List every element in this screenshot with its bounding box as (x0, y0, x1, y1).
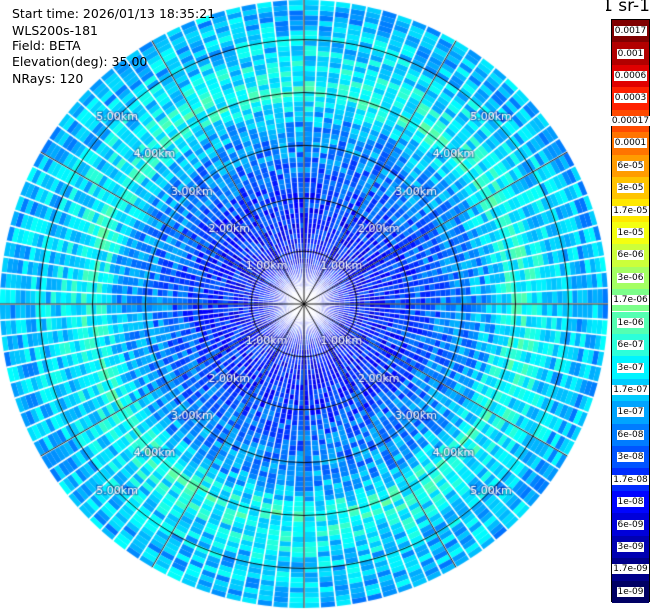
colorbar-tick-label: 0.0006 (613, 71, 648, 82)
colorbar-tick-label: 6e-09 (616, 519, 645, 530)
colorbar-cell: 1.7e-05 (612, 199, 649, 222)
colorbar-tick-label: 0.00017 (610, 115, 650, 126)
colorbar-cell: 1e-07 (612, 401, 649, 424)
colorbar-cell: 6e-09 (612, 513, 649, 536)
ppi-plot (0, 0, 610, 610)
colorbar-cell: 0.0006 (612, 64, 649, 88)
colorbar-cell: 6e-07 (612, 333, 649, 357)
colorbar-cell: 1e-09 (612, 580, 649, 603)
colorbar-tick-label: 1e-05 (616, 228, 645, 238)
colorbar-tick-label: 3e-05 (616, 183, 645, 194)
nrays-label: NRays: 120 (12, 71, 84, 86)
colorbar-cell: 6e-08 (612, 423, 649, 447)
colorbar-tick-label: 6e-06 (616, 250, 645, 261)
colorbar-cell: 1.7e-09 (612, 558, 649, 581)
colorbar-tick-label: 1e-09 (616, 586, 645, 597)
colorbar-tick-label: 6e-08 (616, 429, 645, 440)
colorbar-tick-label: 1.7e-05 (612, 205, 649, 216)
colorbar-cell: 0.0001 (612, 132, 649, 155)
colorbar-tick-label: 0.001 (616, 48, 645, 59)
colorbar-tick-label: 1.7e-09 (612, 564, 649, 575)
colorbar-cell: 3e-08 (612, 446, 649, 469)
colorbar-cell: 0.001 (612, 42, 649, 65)
field-label: Field: BETA (12, 38, 81, 53)
colorbar-cell: 1e-06 (612, 311, 649, 334)
colorbar-cell: 1.7e-08 (612, 468, 649, 491)
colorbar-cell: 0.00017 (610, 109, 650, 133)
colorbar: 0.0017 0.001 0.0006 0.0003 0.00017 0.0001 6e-0… (610, 19, 650, 603)
colorbar-tick-label: 0.0003 (613, 93, 648, 104)
colorbar-cell: 6e-05 (612, 154, 649, 177)
colorbar-cell: 1e-08 (612, 490, 649, 514)
colorbar-tick-label: 3e-08 (616, 452, 645, 463)
colorbar-cell: 1.7e-07 (612, 378, 649, 402)
colorbar-tick-label: 1.7e-07 (612, 384, 649, 395)
colorbar-cell: 1.7e-06 (612, 289, 649, 312)
colorbar-tick-label: 0.0017 (613, 26, 648, 37)
colorbar-tick-label: 1e-06 (616, 317, 645, 328)
colorbar-cell: 6e-06 (612, 244, 649, 267)
colorbar-tick-label: 1e-07 (616, 407, 645, 418)
colorbar-cell: 0.0017 (612, 20, 649, 43)
colorbar-cell: 3e-07 (612, 356, 649, 379)
colorbar-tick-label: 6e-07 (616, 340, 645, 351)
colorbar-cell: 3e-05 (612, 176, 649, 200)
colorbar-tick-label: 1.7e-08 (612, 474, 649, 485)
instrument-label: WLS200s-181 (12, 23, 98, 38)
colorbar-cell: 3e-09 (612, 535, 649, 559)
colorbar-tick-label: 3e-09 (616, 541, 645, 552)
colorbar-tick-label: 3e-07 (616, 362, 645, 373)
elevation-label: Elevation(deg): 35.00 (12, 54, 148, 69)
colorbar-cell: 1e-05 (612, 221, 649, 245)
colorbar-tick-label: 0.0001 (613, 138, 648, 149)
colorbar-cell: 0.0003 (612, 87, 649, 110)
colorbar-cell: 3e-06 (612, 266, 649, 290)
start-time-label: Start time: 2026/01/13 18:35:21 (12, 6, 216, 21)
colorbar-tick-label: 6e-05 (616, 160, 645, 171)
colorbar-tick-label: 1e-08 (616, 497, 645, 508)
colorbar-title: m-1 sr-1 (606, 0, 650, 16)
colorbar-tick-label: 3e-06 (616, 272, 645, 283)
colorbar-tick-label: 1.7e-06 (612, 295, 649, 306)
